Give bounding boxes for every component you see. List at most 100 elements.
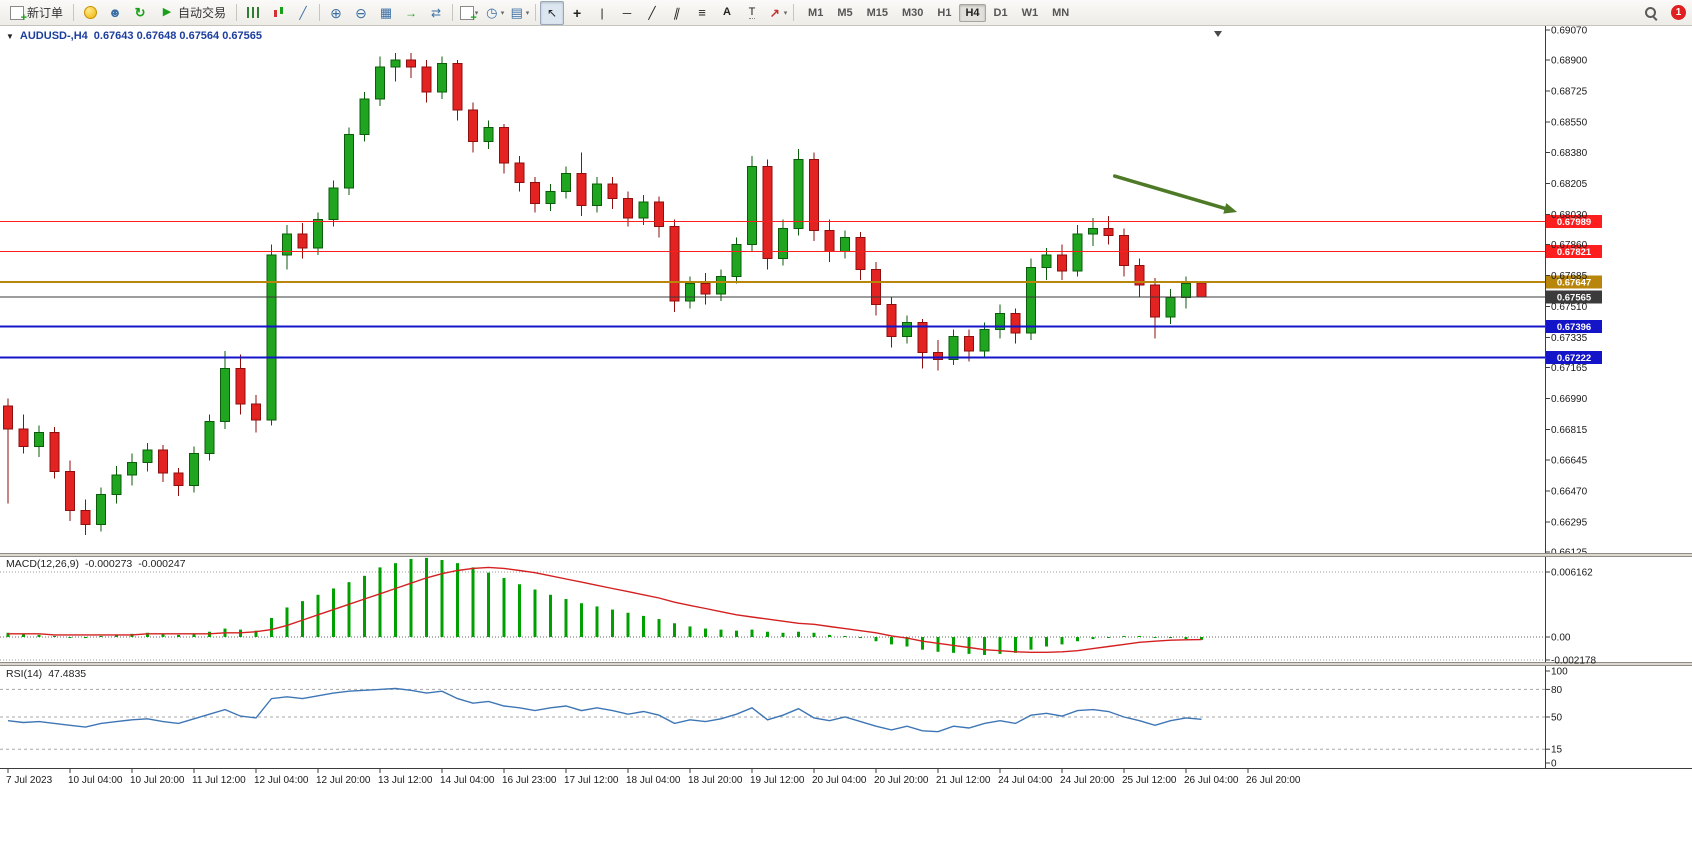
timeframe-h4-button[interactable]: H4 <box>959 3 986 22</box>
svg-text:0.006162: 0.006162 <box>1551 568 1593 579</box>
panel-separator[interactable] <box>0 553 1692 557</box>
svg-text:-0.002178: -0.002178 <box>1551 655 1596 666</box>
symbol-caret-icon[interactable] <box>6 30 14 42</box>
candlestick-chart-icon <box>272 6 285 19</box>
templates-button[interactable] <box>507 1 531 25</box>
lightbulb-button[interactable] <box>78 1 102 25</box>
fibonacci-icon <box>694 5 710 21</box>
main-toolbar: 新订单 自动交易 M1 M5 M15 M30 H1 H4 D1 W1 MN 1 <box>0 0 1692 26</box>
new-chart-button[interactable] <box>457 1 481 25</box>
auto-trading-button[interactable]: 自动交易 <box>153 1 232 25</box>
fibonacci-tool-button[interactable] <box>690 1 714 25</box>
svg-text:21 Jul 12:00: 21 Jul 12:00 <box>936 775 991 786</box>
svg-text:0.67565: 0.67565 <box>1557 292 1592 303</box>
svg-text:16 Jul 23:00: 16 Jul 23:00 <box>502 775 557 786</box>
auto-trading-icon <box>159 5 175 21</box>
auto-trading-label: 自动交易 <box>178 6 227 20</box>
svg-text:0.67685: 0.67685 <box>1551 271 1588 282</box>
bar-chart-button[interactable] <box>241 1 265 25</box>
cursor-tool-button[interactable] <box>540 0 565 25</box>
svg-text:0.67165: 0.67165 <box>1551 363 1588 374</box>
lightbulb-icon <box>83 6 97 19</box>
new-order-button[interactable]: 新订单 <box>4 1 69 25</box>
trendline-tool-button[interactable] <box>640 1 664 25</box>
auto-scroll-icon <box>403 5 419 21</box>
clock-icon <box>484 5 500 21</box>
macd-panel: 0.006162 0.00 -0.002178 <box>0 557 1596 666</box>
timeframe-m1-button[interactable]: M1 <box>808 6 824 19</box>
periods-button[interactable] <box>482 1 506 25</box>
svg-text:12 Jul 04:00: 12 Jul 04:00 <box>254 775 309 786</box>
line-chart-icon <box>295 5 311 21</box>
svg-text:50: 50 <box>1551 713 1563 724</box>
vertical-line-icon <box>594 5 610 21</box>
toolbar-right: 1 <box>1639 1 1688 25</box>
timeframe-m15-button[interactable]: M15 <box>866 6 888 19</box>
candles <box>3 53 1207 536</box>
svg-text:17 Jul 12:00: 17 Jul 12:00 <box>564 775 619 786</box>
macd-name: MACD(12,26,9) <box>6 558 79 570</box>
svg-text:0.67989: 0.67989 <box>1557 217 1591 228</box>
candlestick-chart-button[interactable] <box>266 1 290 25</box>
svg-text:0.00: 0.00 <box>1551 633 1571 644</box>
toolbar-separator <box>319 4 321 21</box>
svg-text:0.66470: 0.66470 <box>1551 486 1588 497</box>
trend-arrow[interactable] <box>1112 174 1238 214</box>
chart-shift-marker[interactable] <box>1214 31 1222 37</box>
timeframe-w1-button[interactable]: W1 <box>1021 6 1039 19</box>
price-axis[interactable]: 0.69070 0.68900 0.68725 0.68550 0.68380 0.682… <box>1545 26 1588 768</box>
label-tool-button[interactable] <box>740 1 764 25</box>
refresh-button[interactable] <box>128 1 152 25</box>
horizontal-lines[interactable]: 0.67989 0.67821 0.67647 0.67565 0.67396 0.672… <box>0 215 1602 365</box>
price-chart-canvas[interactable]: 0.67989 0.67821 0.67647 0.67565 0.67396 0.672… <box>0 26 1692 851</box>
channel-tool-button[interactable] <box>665 1 689 25</box>
svg-text:10 Jul 20:00: 10 Jul 20:00 <box>130 775 185 786</box>
arrow-shapes-button[interactable] <box>765 1 789 25</box>
svg-text:0.68550: 0.68550 <box>1551 118 1588 129</box>
svg-text:26 Jul 04:00: 26 Jul 04:00 <box>1184 775 1239 786</box>
line-chart-button[interactable] <box>291 1 315 25</box>
timeframe-m5-button[interactable]: M5 <box>837 6 853 19</box>
zoom-in-button[interactable] <box>324 1 348 25</box>
svg-text:18 Jul 20:00: 18 Jul 20:00 <box>688 775 743 786</box>
macd-indicator-label: MACD(12,26,9) -0.000273 -0.000247 <box>6 558 186 570</box>
refresh-icon <box>132 5 148 21</box>
auto-scroll-button[interactable] <box>399 1 423 25</box>
timeframe-m30-button[interactable]: M30 <box>902 6 924 19</box>
svg-text:24 Jul 20:00: 24 Jul 20:00 <box>1060 775 1115 786</box>
svg-text:0.67222: 0.67222 <box>1557 353 1591 364</box>
chart-window: 0.67989 0.67821 0.67647 0.67565 0.67396 0.672… <box>0 26 1692 851</box>
svg-text:26 Jul 20:00: 26 Jul 20:00 <box>1246 775 1301 786</box>
svg-text:0.68900: 0.68900 <box>1551 56 1588 67</box>
notification-badge[interactable]: 1 <box>1671 5 1686 20</box>
timeframe-h1-button[interactable]: H1 <box>937 6 952 19</box>
tile-windows-button[interactable] <box>374 1 398 25</box>
svg-text:0.67510: 0.67510 <box>1551 302 1588 313</box>
crosshair-tool-button[interactable] <box>565 1 589 25</box>
vertical-line-tool-button[interactable] <box>590 1 614 25</box>
svg-text:10 Jul 04:00: 10 Jul 04:00 <box>68 775 123 786</box>
svg-text:0.67821: 0.67821 <box>1557 247 1592 258</box>
chart-shift-button[interactable] <box>424 1 448 25</box>
profile-button[interactable] <box>103 1 127 25</box>
toolbar-separator <box>535 4 537 21</box>
text-tool-button[interactable] <box>715 1 739 25</box>
svg-text:15: 15 <box>1551 745 1563 756</box>
search-icon <box>1644 6 1658 20</box>
toolbar-separator <box>793 4 795 21</box>
horizontal-line-tool-button[interactable] <box>615 1 639 25</box>
svg-text:12 Jul 20:00: 12 Jul 20:00 <box>316 775 371 786</box>
time-axis[interactable]: 7 Jul 2023 10 Jul 04:00 10 Jul 20:00 11 Jul… <box>0 768 1692 786</box>
svg-text:0.67396: 0.67396 <box>1557 322 1591 333</box>
bar-chart-icon <box>246 7 260 18</box>
svg-text:19 Jul 12:00: 19 Jul 12:00 <box>750 775 805 786</box>
svg-text:0.68205: 0.68205 <box>1551 179 1588 190</box>
svg-text:0.66990: 0.66990 <box>1551 394 1588 405</box>
timeframe-mn-button[interactable]: MN <box>1052 6 1070 19</box>
search-button[interactable] <box>1639 1 1663 25</box>
toolbar-separator <box>73 4 75 21</box>
zoom-out-button[interactable] <box>349 1 373 25</box>
timeframe-d1-button[interactable]: D1 <box>993 6 1008 19</box>
panel-separator[interactable] <box>0 662 1692 666</box>
svg-text:20 Jul 04:00: 20 Jul 04:00 <box>812 775 867 786</box>
